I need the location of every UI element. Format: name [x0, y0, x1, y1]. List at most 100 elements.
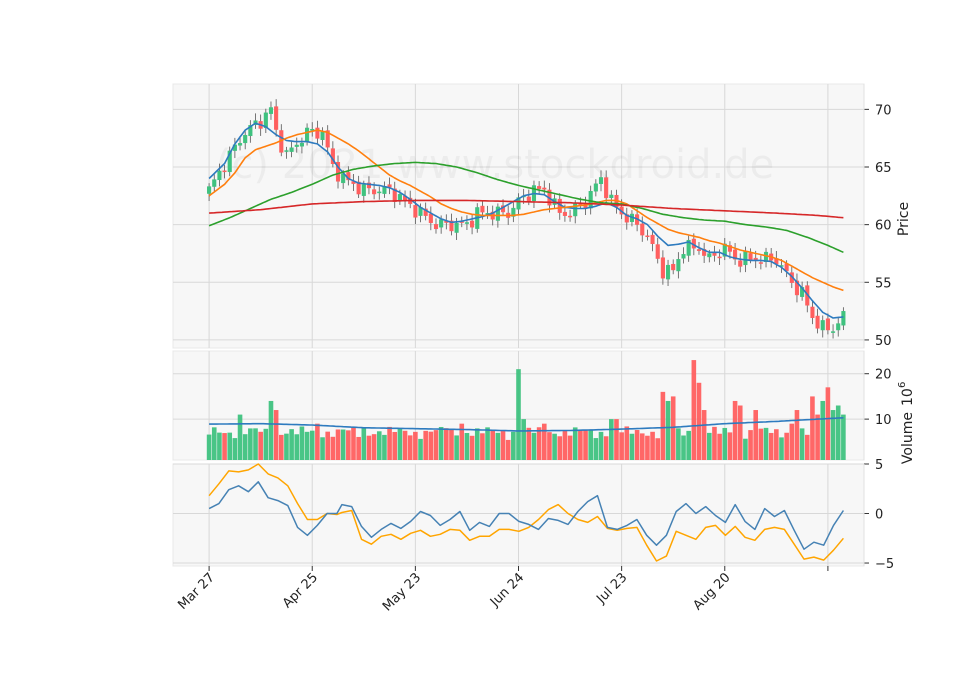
volume-bar	[531, 432, 537, 460]
volume-bar	[325, 431, 331, 460]
candle-body	[207, 186, 212, 194]
volume-bar	[799, 428, 805, 460]
oscillator-main-line	[208, 481, 845, 550]
candle-body	[660, 257, 665, 279]
volume-tick-label: 20	[875, 368, 892, 383]
candle-body	[428, 213, 433, 223]
candle-body	[212, 179, 217, 187]
volume-bar	[521, 419, 526, 460]
volume-bar	[340, 429, 346, 460]
x-tick-label: Jun 24	[487, 570, 527, 610]
candle-body	[836, 323, 841, 331]
volume-bar	[361, 428, 367, 460]
price-tick-label: 65	[875, 161, 892, 176]
volume-bar	[289, 429, 294, 460]
candle-body	[284, 150, 289, 152]
volume-bar	[794, 410, 800, 460]
ma-line-long	[209, 199, 844, 219]
volume-ma-line	[209, 417, 844, 432]
volume-bar	[567, 435, 573, 460]
volume-tick-label: 10	[875, 413, 892, 428]
candle-body	[707, 253, 712, 258]
volume-bar	[557, 436, 563, 460]
volume-bar	[227, 432, 233, 460]
candle-body	[320, 131, 325, 140]
volume-bar	[438, 426, 444, 460]
volume-bar	[474, 428, 480, 460]
volume-bar	[242, 434, 248, 460]
candle-body	[696, 249, 702, 251]
volume-bar	[650, 431, 655, 460]
candle-body	[815, 315, 820, 329]
candle-body	[573, 203, 578, 217]
volume-bar	[309, 430, 315, 460]
candle-body	[733, 249, 738, 260]
volume-bar	[366, 435, 372, 460]
candle-body	[588, 190, 593, 209]
candle-body	[516, 197, 521, 210]
volume-bar	[619, 432, 624, 460]
volume-bar	[387, 426, 392, 460]
candle-body	[758, 262, 763, 264]
volume-bar	[376, 431, 382, 460]
candle-body	[665, 264, 671, 280]
volume-bar	[578, 429, 583, 460]
volume-bar	[588, 429, 593, 460]
volume-bar	[315, 423, 320, 460]
volume-bar	[217, 432, 222, 460]
candle-body	[470, 220, 475, 228]
volume-bar	[351, 427, 356, 460]
volume-bar	[294, 434, 300, 460]
volume-bar	[645, 435, 650, 460]
volume-bar	[815, 414, 820, 460]
volume-bar	[825, 387, 831, 460]
volume-bar	[748, 430, 753, 460]
volume-bar	[614, 419, 619, 460]
volume-bar	[263, 428, 269, 460]
x-tick-label: Aug 20	[690, 570, 733, 613]
volume-bar	[686, 430, 691, 460]
candle-body	[727, 245, 732, 252]
grid-lines	[173, 84, 864, 566]
volume-bar	[830, 410, 836, 460]
volume-bar	[526, 427, 532, 460]
chart-marks	[206, 99, 846, 562]
candle-body	[645, 235, 650, 238]
candle-body	[671, 263, 676, 271]
volume-bar	[330, 436, 336, 460]
volume-bar	[299, 426, 305, 460]
candle-body	[676, 259, 681, 272]
volume-bar	[248, 428, 253, 460]
candle-body	[526, 196, 531, 202]
candle-body	[222, 170, 227, 173]
oscillator-tick-label: 0	[875, 508, 883, 523]
volume-bar	[696, 382, 702, 460]
volume-axis-label: Volume 10 6	[897, 382, 916, 464]
candle-body	[454, 222, 459, 233]
volume-bar	[495, 432, 501, 460]
volume-bar	[371, 434, 377, 460]
candle-body	[227, 150, 232, 173]
x-tick-label: Mar 27	[175, 570, 218, 613]
candle-body	[305, 127, 310, 143]
volume-bar	[629, 433, 635, 460]
volume-bar	[500, 431, 506, 460]
volume-bar	[547, 432, 552, 460]
volume-bar	[516, 369, 521, 460]
volume-bar	[511, 431, 516, 460]
price-tick-label: 70	[875, 103, 892, 118]
ma-line-mid	[208, 129, 844, 292]
candle-body	[464, 222, 469, 224]
volume-bar	[449, 428, 454, 460]
candle-body	[686, 239, 691, 256]
volume-bar	[237, 414, 243, 460]
volume-bar	[753, 410, 759, 460]
volume-bar	[346, 430, 351, 460]
volume-bar	[505, 439, 511, 460]
volume-exponent-base: 10	[900, 388, 916, 406]
volume-bar	[706, 432, 712, 460]
volume-bar	[758, 428, 764, 460]
candle-body	[268, 107, 274, 114]
ma-line-slow	[208, 161, 844, 254]
